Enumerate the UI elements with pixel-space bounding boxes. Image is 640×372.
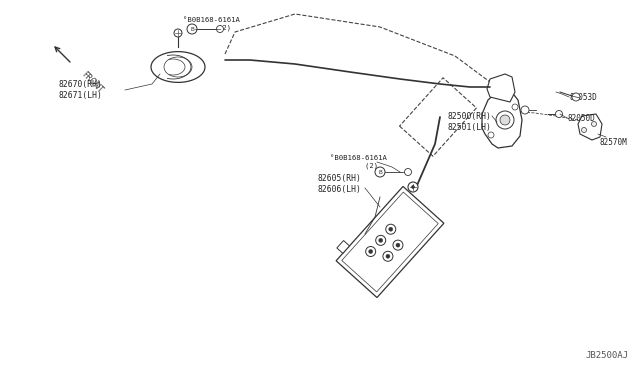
Circle shape	[379, 238, 383, 243]
Circle shape	[375, 167, 385, 177]
Circle shape	[376, 235, 386, 246]
Text: B: B	[190, 26, 194, 32]
Circle shape	[488, 132, 494, 138]
Polygon shape	[337, 241, 349, 253]
Text: 82500(RH)
82501(LH): 82500(RH) 82501(LH)	[448, 112, 492, 132]
Text: 82605(RH)
82606(LH): 82605(RH) 82606(LH)	[318, 174, 362, 195]
Circle shape	[365, 247, 376, 257]
Circle shape	[386, 254, 390, 258]
Circle shape	[383, 251, 393, 261]
Circle shape	[512, 104, 518, 110]
Text: FRONT: FRONT	[80, 70, 105, 95]
Circle shape	[556, 110, 563, 118]
Circle shape	[582, 128, 586, 132]
Circle shape	[521, 106, 529, 114]
Text: °B0B168-6161A
        (2): °B0B168-6161A (2)	[183, 17, 240, 31]
Circle shape	[216, 26, 223, 32]
Circle shape	[396, 243, 400, 247]
Text: 82053D: 82053D	[570, 93, 598, 102]
Polygon shape	[578, 114, 602, 140]
Circle shape	[572, 93, 580, 101]
Text: °B0B168-6161A
        (2): °B0B168-6161A (2)	[330, 155, 387, 169]
Polygon shape	[487, 74, 515, 102]
Text: JB2500AJ: JB2500AJ	[585, 351, 628, 360]
Polygon shape	[151, 52, 205, 82]
Circle shape	[500, 115, 510, 125]
Polygon shape	[482, 90, 522, 148]
Circle shape	[496, 111, 514, 129]
Circle shape	[174, 29, 182, 37]
Text: 82050D: 82050D	[568, 113, 596, 122]
Circle shape	[393, 240, 403, 250]
Circle shape	[591, 122, 596, 126]
Polygon shape	[336, 186, 444, 298]
Circle shape	[408, 182, 418, 192]
Text: B: B	[378, 170, 382, 174]
Text: 82670(RH)
82671(LH): 82670(RH) 82671(LH)	[58, 80, 102, 100]
Circle shape	[412, 186, 415, 189]
Circle shape	[187, 24, 197, 34]
Circle shape	[369, 250, 372, 253]
Text: 82570M: 82570M	[600, 138, 628, 147]
Circle shape	[404, 169, 412, 176]
Circle shape	[386, 224, 396, 234]
Circle shape	[388, 227, 393, 231]
